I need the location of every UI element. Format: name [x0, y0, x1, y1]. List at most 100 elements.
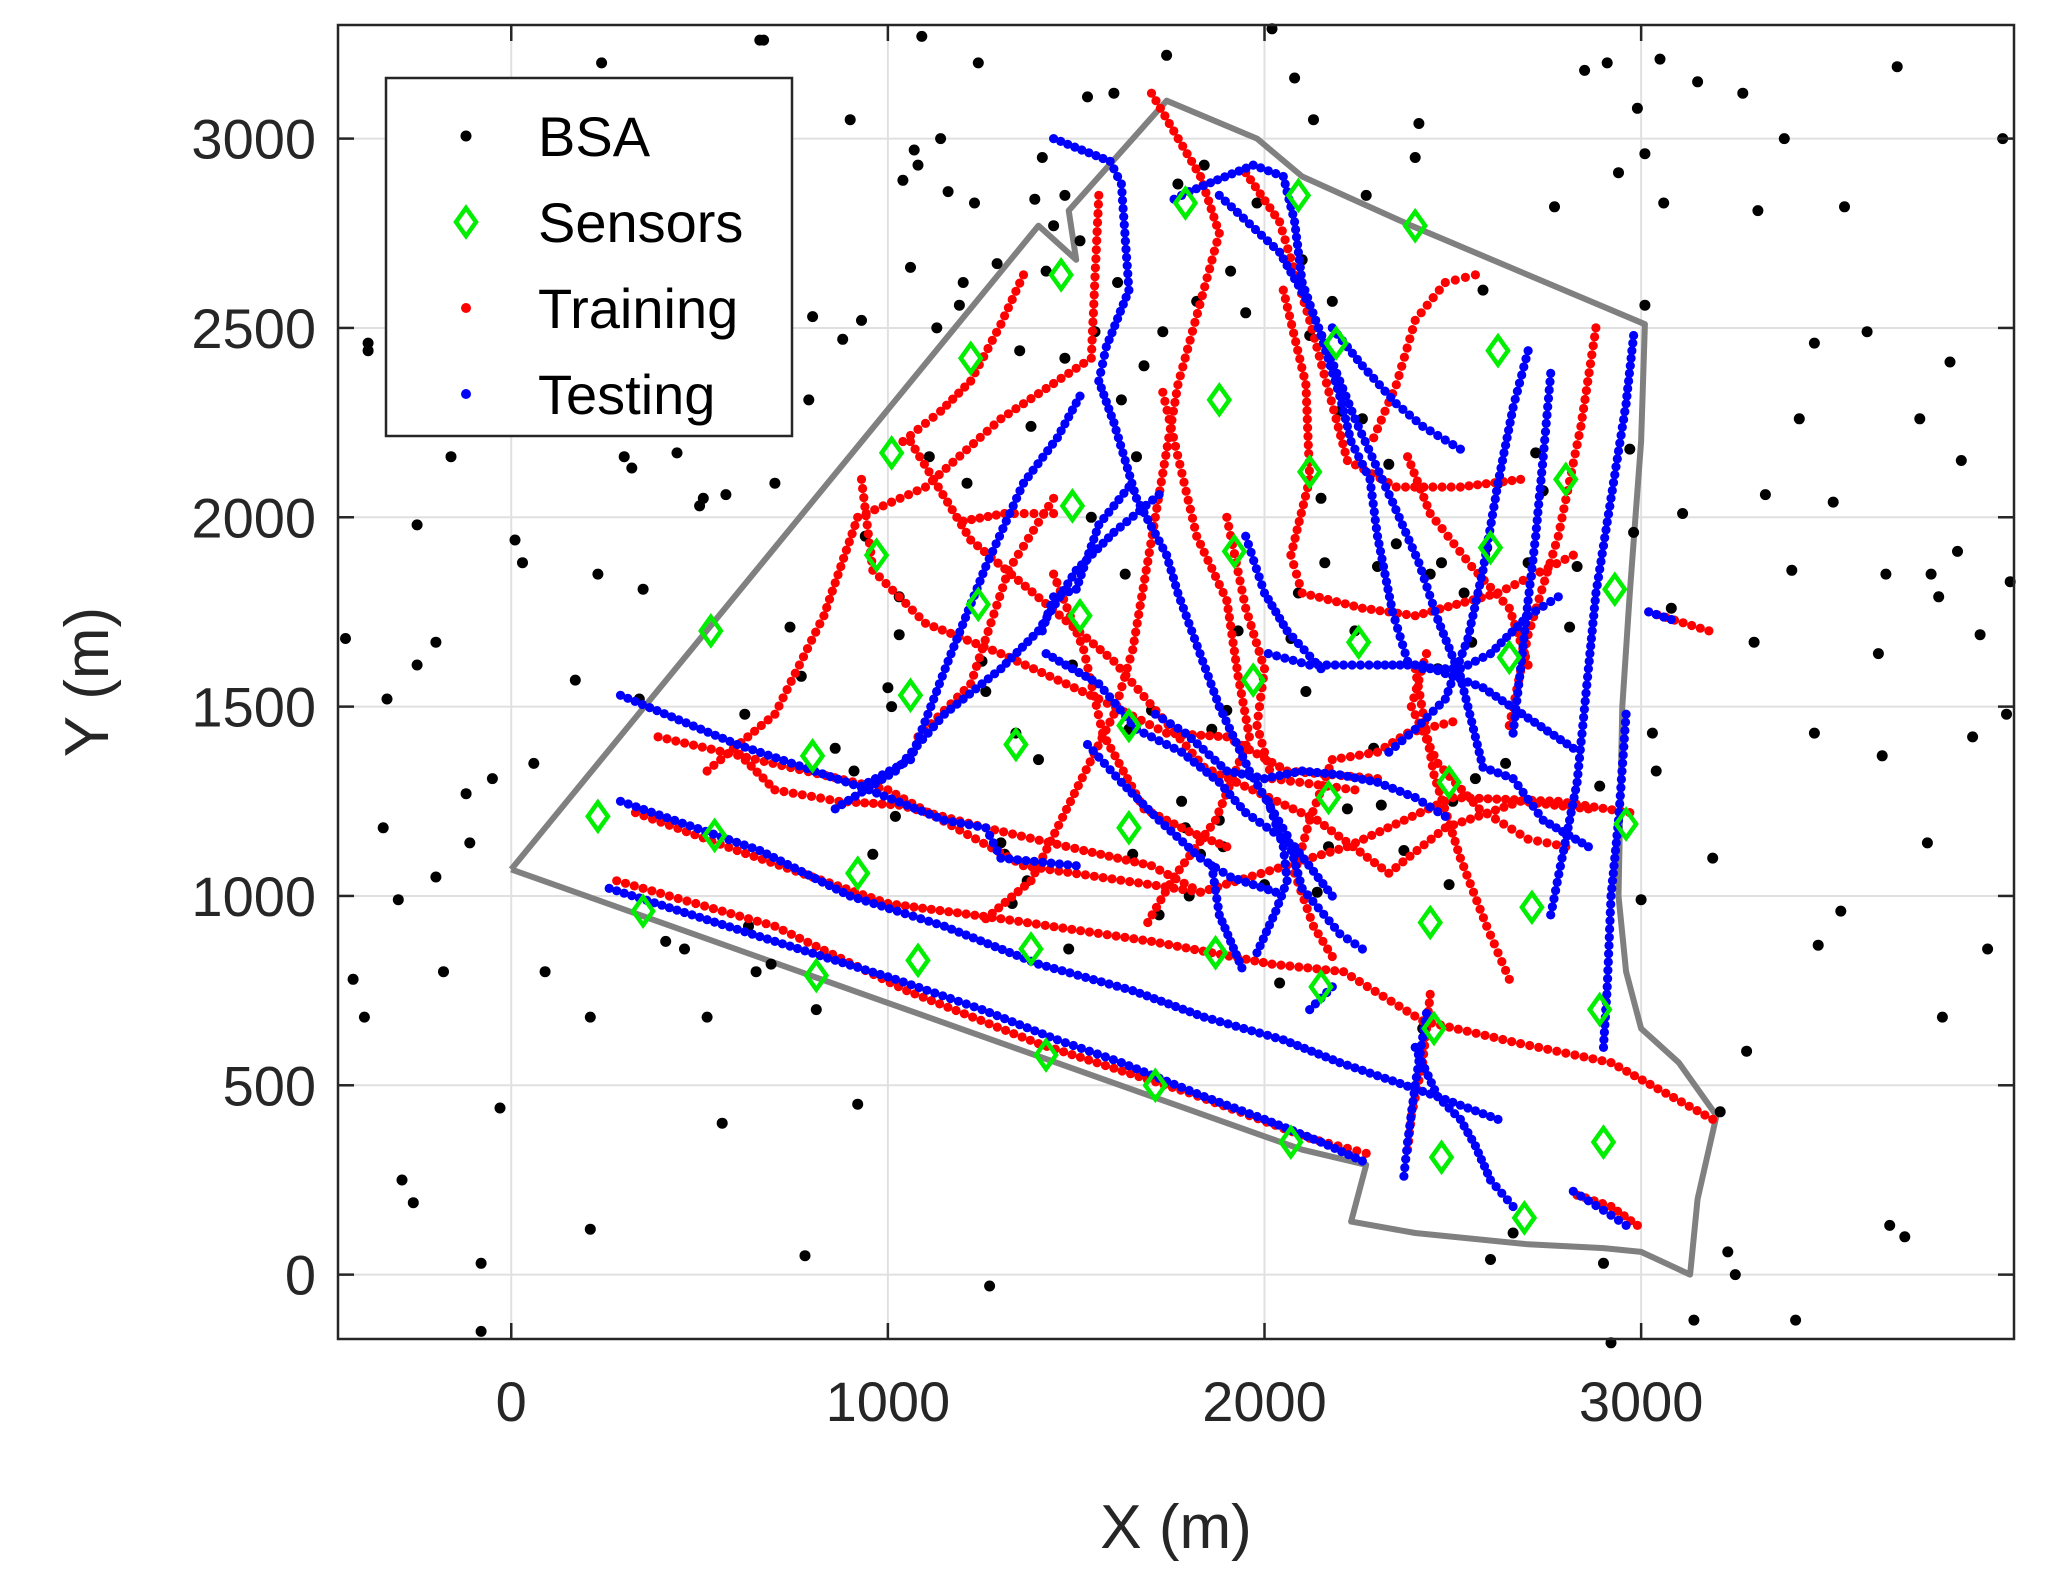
training-point: [1087, 326, 1098, 336]
training-point: [987, 335, 997, 345]
testing-point: [1223, 1019, 1233, 1029]
testing-point: [1620, 407, 1630, 417]
training-point: [989, 609, 999, 619]
testing-point: [1586, 641, 1596, 651]
testing-point: [1074, 577, 1084, 587]
testing-point: [1528, 555, 1538, 566]
testing-point: [1256, 163, 1266, 173]
training-point: [1145, 699, 1155, 709]
testing-point: [924, 809, 934, 819]
testing-point: [884, 766, 895, 776]
training-point: [1535, 567, 1545, 577]
bsa-point: [1891, 61, 1903, 73]
testing-point: [1589, 603, 1599, 613]
testing-point: [1339, 406, 1349, 416]
bsa-point: [1356, 413, 1368, 425]
training-point: [979, 838, 989, 849]
training-point: [691, 898, 701, 909]
testing-point: [1190, 848, 1200, 858]
testing-point: [1401, 527, 1411, 538]
testing-point: [1602, 989, 1612, 1000]
bsa-point: [584, 1011, 596, 1023]
testing-point: [1178, 1004, 1188, 1014]
training-point: [1412, 476, 1422, 486]
testing-point: [1192, 1089, 1202, 1099]
testing-point: [1033, 959, 1044, 969]
training-point: [656, 888, 666, 899]
testing-point: [1251, 564, 1261, 574]
testing-point: [909, 803, 919, 813]
bsa-point: [807, 311, 819, 323]
testing-point: [824, 880, 835, 891]
testing-point: [954, 927, 964, 937]
training-point: [803, 937, 813, 947]
training-point: [1501, 794, 1511, 805]
testing-point: [1043, 609, 1053, 619]
testing-point: [1046, 858, 1056, 868]
training-point: [1424, 998, 1434, 1008]
testing-point: [677, 818, 688, 828]
training-point: [1053, 675, 1063, 685]
training-point: [1422, 300, 1432, 310]
sensor-point: [1421, 1010, 1447, 1047]
training-point: [955, 451, 965, 461]
training-point: [1334, 831, 1344, 841]
bsa-point: [1085, 511, 1097, 523]
testing-point: [1257, 580, 1267, 590]
testing-point: [1377, 474, 1387, 484]
training-point: [1089, 290, 1099, 300]
training-point: [1386, 996, 1396, 1006]
testing-point: [1388, 783, 1398, 794]
training-point: [1485, 582, 1496, 592]
training-point: [1377, 863, 1387, 873]
testing-point: [1266, 804, 1276, 814]
testing-point: [1060, 419, 1070, 429]
testing-point: [983, 939, 993, 949]
bsa-point: [810, 1004, 822, 1016]
training-point: [1464, 481, 1474, 491]
testing-point: [769, 852, 779, 863]
testing-point: [1099, 758, 1109, 769]
testing-point: [1372, 531, 1383, 541]
testing-point: [894, 797, 904, 807]
training-point: [1135, 601, 1145, 611]
training-point: [1171, 389, 1181, 399]
testing-point: [1005, 947, 1015, 958]
testing-point: [1433, 430, 1443, 441]
testing-point: [1292, 240, 1303, 250]
testing-point: [1091, 527, 1101, 537]
training-point: [1446, 482, 1456, 492]
testing-point: [1220, 783, 1230, 794]
training-point: [992, 1022, 1002, 1032]
training-point: [1096, 849, 1106, 859]
training-point: [919, 459, 930, 469]
testing-point: [1114, 495, 1124, 505]
legend-label: BSA: [538, 105, 651, 168]
testing-point: [1434, 700, 1444, 710]
testing-point: [1391, 505, 1401, 515]
training-point: [1107, 874, 1117, 884]
training-point: [1085, 757, 1095, 767]
training-point: [996, 319, 1006, 329]
training-point: [1090, 263, 1100, 273]
testing-point: [1241, 877, 1251, 887]
training-point: [1478, 913, 1488, 923]
training-point: [1201, 188, 1211, 198]
bsa-point: [1131, 451, 1142, 463]
legend-label: Sensors: [538, 191, 743, 254]
testing-point: [1189, 633, 1200, 644]
testing-point: [1438, 629, 1448, 639]
training-point: [1203, 555, 1213, 566]
bsa-point: [539, 966, 551, 978]
training-point: [1294, 962, 1304, 972]
testing-point: [1276, 834, 1286, 844]
legend-marker: [460, 130, 472, 142]
training-point: [1246, 620, 1256, 631]
training-point: [1321, 378, 1332, 388]
testing-point: [884, 904, 895, 914]
testing-point: [1581, 688, 1591, 698]
training-point: [1202, 273, 1212, 283]
training-point: [907, 605, 918, 615]
testing-point: [1248, 880, 1258, 890]
